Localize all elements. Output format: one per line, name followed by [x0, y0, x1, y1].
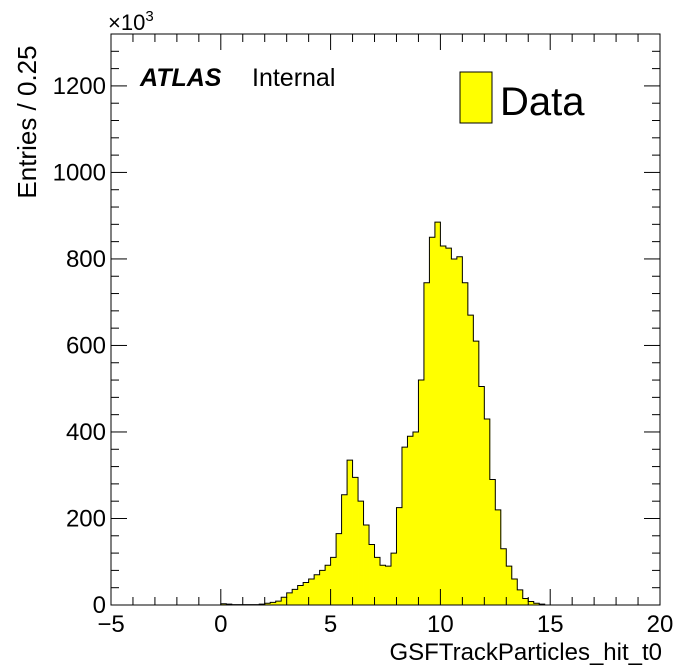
histogram-bin: [489, 479, 496, 605]
histogram-bin: [220, 603, 227, 605]
y-multiplier-label: ×103: [108, 8, 154, 35]
histogram-bin: [352, 477, 359, 605]
histogram-bin: [270, 602, 277, 605]
histogram-bin: [473, 341, 480, 605]
x-tick-label: 0: [214, 611, 227, 638]
histogram-bin: [390, 553, 397, 605]
histogram-bin: [396, 507, 403, 605]
histogram-bin: [281, 597, 288, 605]
histogram-bin: [303, 582, 310, 605]
x-tick-label: −5: [97, 611, 124, 638]
histogram-bin: [500, 548, 507, 605]
histogram-bin: [456, 256, 463, 605]
histogram-bin: [264, 603, 271, 605]
x-tick-label: 20: [647, 611, 674, 638]
x-tick-label: 5: [324, 611, 337, 638]
histogram-bin: [347, 460, 353, 605]
histogram-bin: [275, 601, 282, 605]
histogram-bin: [522, 598, 529, 605]
y-tick-label: 1200: [53, 73, 106, 100]
y-tick-label: 0: [93, 592, 106, 619]
x-axis-label: GSFTrackParticles_hit_t0: [389, 639, 662, 666]
histogram-bin: [292, 589, 299, 605]
histogram-bin: [369, 544, 375, 605]
histogram-bin: [374, 557, 381, 605]
histogram-bin: [358, 501, 364, 605]
x-tick-labels: −5 0 5 10 15 20: [97, 611, 673, 638]
histogram-bin: [330, 557, 337, 605]
y-tick-label: 800: [66, 246, 106, 273]
x-tick-label: 15: [537, 611, 564, 638]
histogram-bin: [451, 258, 458, 605]
histogram-bin: [495, 509, 502, 605]
histogram-bin: [380, 565, 386, 605]
histogram-outline: [220, 221, 546, 606]
histogram-bin: [401, 447, 408, 605]
histogram-bars: [220, 221, 546, 606]
histogram-bin: [440, 245, 447, 605]
histogram-bin: [506, 566, 513, 605]
histogram-bin: [517, 589, 524, 605]
histogram-bin: [445, 248, 452, 605]
legend-label-data: Data: [500, 80, 585, 124]
atlas-label: ATLAS: [139, 64, 222, 92]
histogram-bin: [286, 592, 293, 605]
y-tick-labels: 0 200 400 600 800 1000 1200: [53, 73, 106, 619]
histogram-bin: [462, 282, 469, 605]
histogram-bin: [336, 533, 342, 605]
legend-swatch: [459, 71, 493, 124]
histogram-bin: [341, 494, 348, 605]
histogram-bin: [412, 431, 419, 605]
histogram-bin: [319, 570, 326, 605]
plot-frame: [110, 33, 661, 606]
histogram-bin: [484, 418, 491, 605]
histogram-bin: [418, 380, 425, 605]
histogram-bin: [511, 579, 518, 605]
histogram-bin: [308, 579, 315, 605]
histogram-bin: [434, 222, 441, 605]
histogram-bin: [533, 603, 540, 605]
x-tick-label: 10: [427, 611, 454, 638]
histogram-bin: [407, 436, 414, 605]
histogram-bin: [297, 585, 304, 605]
histogram-bin: [325, 565, 331, 605]
y-tick-label: 400: [66, 419, 106, 446]
histogram-bin: [429, 237, 436, 605]
histogram-bin: [363, 524, 370, 605]
histogram-bin: [423, 282, 430, 605]
histogram-bin: [314, 574, 321, 605]
histogram-bin: [385, 566, 392, 605]
histogram-bin: [478, 386, 485, 605]
y-tick-label: 200: [66, 505, 106, 532]
y-tick-label: 600: [66, 332, 106, 359]
histogram-bin: [467, 315, 474, 605]
internal-label: Internal: [252, 64, 335, 92]
y-tick-label: 1000: [53, 159, 106, 186]
histogram-bin: [528, 601, 535, 605]
y-axis-label: Entries / 0.25: [12, 45, 42, 198]
